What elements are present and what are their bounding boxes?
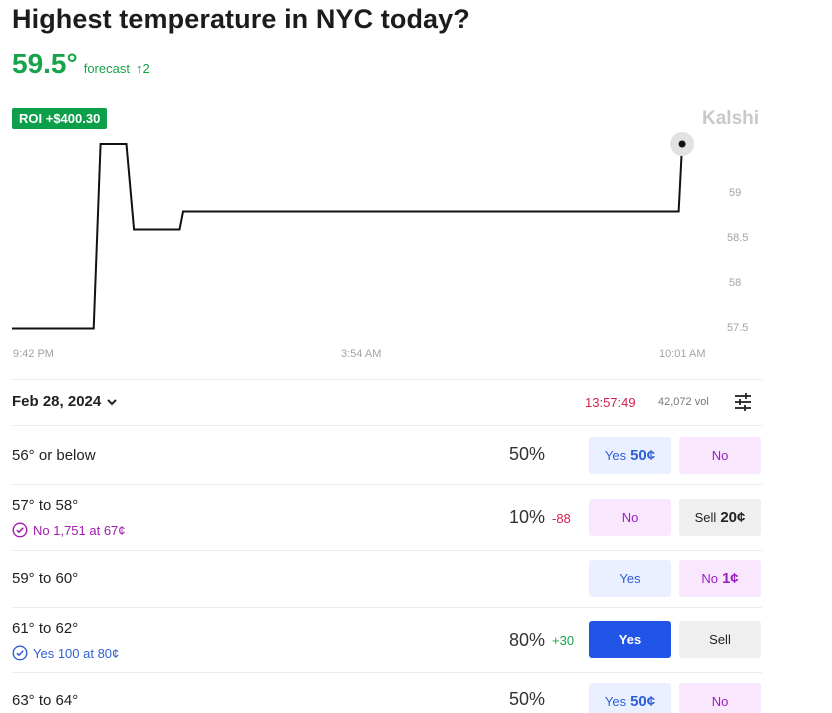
outcome-row: 57° to 58° No 1,751 at 67¢ 10% -88 No Se…	[12, 485, 762, 550]
volume-label: 42,072 vol	[658, 396, 709, 408]
outcome-percent: 80%	[509, 630, 546, 650]
button-price: 50¢	[630, 693, 656, 710]
outcome-percent: 10%	[509, 507, 546, 527]
button-label: Yes	[604, 694, 627, 709]
divider	[12, 379, 762, 380]
outcome-row: 61° to 62° Yes 100 at 80¢ 80% +30 Yes Se…	[12, 608, 762, 672]
button-label: Yes	[604, 448, 627, 463]
page-title: Highest temperature in NYC today?	[12, 4, 470, 34]
forecast-value: 59.5°	[12, 48, 78, 79]
button-label: No	[711, 448, 729, 463]
check-circle-icon	[12, 522, 28, 538]
buy-yes-button[interactable]: Yes	[589, 621, 671, 658]
button-price: 50¢	[630, 447, 656, 464]
chart-end-point	[678, 140, 686, 148]
percent-change: -88	[552, 511, 571, 526]
date-selector[interactable]: Feb 28, 2024	[12, 393, 119, 410]
forecast-summary: 59.5° forecast ↑2	[12, 48, 150, 80]
check-circle-icon	[12, 645, 28, 661]
outcome-row: 63° to 64° 50% Yes 50¢ No	[12, 673, 762, 713]
x-tick-start: 9:42 PM	[13, 348, 54, 360]
button-label: No	[701, 571, 718, 586]
button-label: Yes	[618, 632, 642, 647]
button-label: Sell	[694, 510, 717, 525]
button-label: No	[621, 510, 639, 525]
sliders-icon[interactable]	[732, 391, 754, 413]
divider	[12, 484, 762, 485]
y-tick-57-5: 57.5	[727, 322, 748, 334]
position-info: No 1,751 at 67¢	[12, 522, 126, 538]
buy-yes-button[interactable]: Yes 50¢	[589, 683, 671, 713]
outcome-range: 56° or below	[12, 447, 96, 464]
outcome-range: 63° to 64°	[12, 692, 79, 709]
buy-no-button[interactable]: No	[679, 683, 761, 713]
x-tick-end: 10:01 AM	[659, 348, 706, 360]
roi-badge: ROI +$400.30	[12, 108, 108, 129]
outcome-percent: 50%	[509, 444, 546, 464]
outcome-row: 56° or below 50% Yes 50¢ No	[12, 426, 762, 484]
brand-watermark: Kalshi	[702, 108, 760, 129]
y-tick-59: 59	[729, 187, 741, 199]
buy-yes-button[interactable]: Yes 50¢	[589, 437, 671, 474]
outcome-range: 59° to 60°	[12, 570, 79, 587]
position-text: Yes 100 at 80¢	[33, 645, 120, 661]
percent-change: +30	[552, 633, 575, 648]
divider	[12, 550, 762, 551]
countdown-timer: 13:57:49	[585, 395, 636, 410]
button-label: Sell	[709, 632, 731, 647]
x-tick-mid: 3:54 AM	[341, 348, 382, 360]
y-tick-58: 58	[729, 277, 741, 289]
position-text: No 1,751 at 67¢	[33, 522, 126, 538]
sell-button[interactable]: Sell	[679, 621, 761, 658]
chevron-down-icon	[107, 398, 117, 405]
date-label: Feb 28, 2024	[12, 393, 102, 410]
sell-button[interactable]: Sell 20¢	[679, 499, 761, 536]
outcome-range: 61° to 62°	[12, 620, 79, 637]
forecast-change: ↑2	[135, 61, 150, 76]
buy-yes-button[interactable]: Yes	[589, 560, 671, 597]
forecast-label: forecast	[83, 61, 130, 76]
position-info: Yes 100 at 80¢	[12, 645, 119, 661]
outcome-percent: 50%	[509, 689, 546, 709]
outcome-range: 57° to 58°	[12, 497, 79, 514]
button-label: No	[711, 694, 729, 709]
divider	[12, 607, 762, 608]
buy-no-button[interactable]: No 1¢	[679, 560, 761, 597]
button-price: 1¢	[721, 570, 739, 587]
outcome-row: 59° to 60° Yes No 1¢	[12, 551, 762, 607]
buy-no-button[interactable]: No	[589, 499, 671, 536]
divider	[12, 672, 762, 673]
button-price: 20¢	[720, 509, 746, 526]
divider	[12, 425, 762, 426]
button-label: Yes	[619, 571, 641, 586]
y-tick-58-5: 58.5	[727, 232, 748, 244]
price-chart: 59 58.5 58 57.5	[12, 132, 748, 334]
chart-line	[12, 143, 684, 330]
buy-no-button[interactable]: No	[679, 437, 761, 474]
